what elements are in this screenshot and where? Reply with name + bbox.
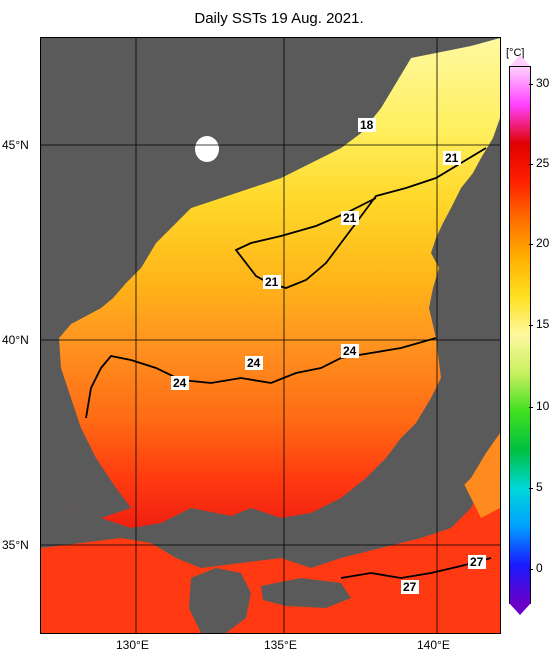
colorbar-tickmark [529,244,533,245]
colorbar-tick-label: 5 [536,480,543,494]
colorbar-tickmark [529,164,533,165]
contour-label: 21 [445,151,459,165]
sst-map: 18 21 21 21 24 24 24 27 27 [40,37,501,634]
contour-label: 21 [343,211,357,225]
contour-label: 21 [265,275,279,289]
graticule [41,38,500,633]
latitude-label: 40°N [2,333,29,347]
colorbar-tick-label: 20 [536,236,550,250]
russia-coast [41,38,411,348]
contour-label: 27 [470,555,484,569]
pacific-ocean [41,458,500,633]
colorbar-tickmark [529,407,533,408]
sst-map-svg: 18 21 21 21 24 24 24 27 27 [41,38,500,633]
colorbar-bottom-arrow [509,603,531,615]
colorbar-tickmark [529,569,533,570]
contour-27 [340,557,492,579]
contour-label-group: 18 21 21 21 24 24 24 27 27 [171,118,486,594]
colorbar-tick-label: 15 [536,317,550,331]
contour-label: 24 [173,376,187,390]
kyushu-island [189,568,251,633]
colorbar-tickmark [529,325,533,326]
latitude-label: 35°N [2,538,29,552]
colorbar-tickmark [529,488,533,489]
colorbar-tick-label: 10 [536,399,550,413]
longitude-label: 135°E [264,638,297,652]
shikoku-island [261,578,351,608]
honshu-island [266,368,500,548]
latitude-label: 45°N [2,138,29,152]
korean-peninsula [41,338,131,518]
contour-label: 27 [403,580,417,594]
colorbar-tick-label: 25 [536,156,550,170]
longitude-label: 140°E [417,638,450,652]
colorbar-tickmark [529,84,533,85]
contour-21 [234,147,487,289]
contour-label: 24 [343,344,357,358]
inland-lake [195,136,219,162]
colorbar [509,66,531,604]
hokkaido-island [441,228,500,348]
map-title: Daily SSTs 19 Aug. 2021. [194,10,364,27]
colorbar-tick-label: 0 [536,561,543,575]
colorbar-tick-label: 30 [536,76,550,90]
contour-label: 18 [360,118,374,132]
colorbar-top-arrow [509,55,531,67]
longitude-label: 130°E [116,638,149,652]
contour-label: 24 [247,356,261,370]
